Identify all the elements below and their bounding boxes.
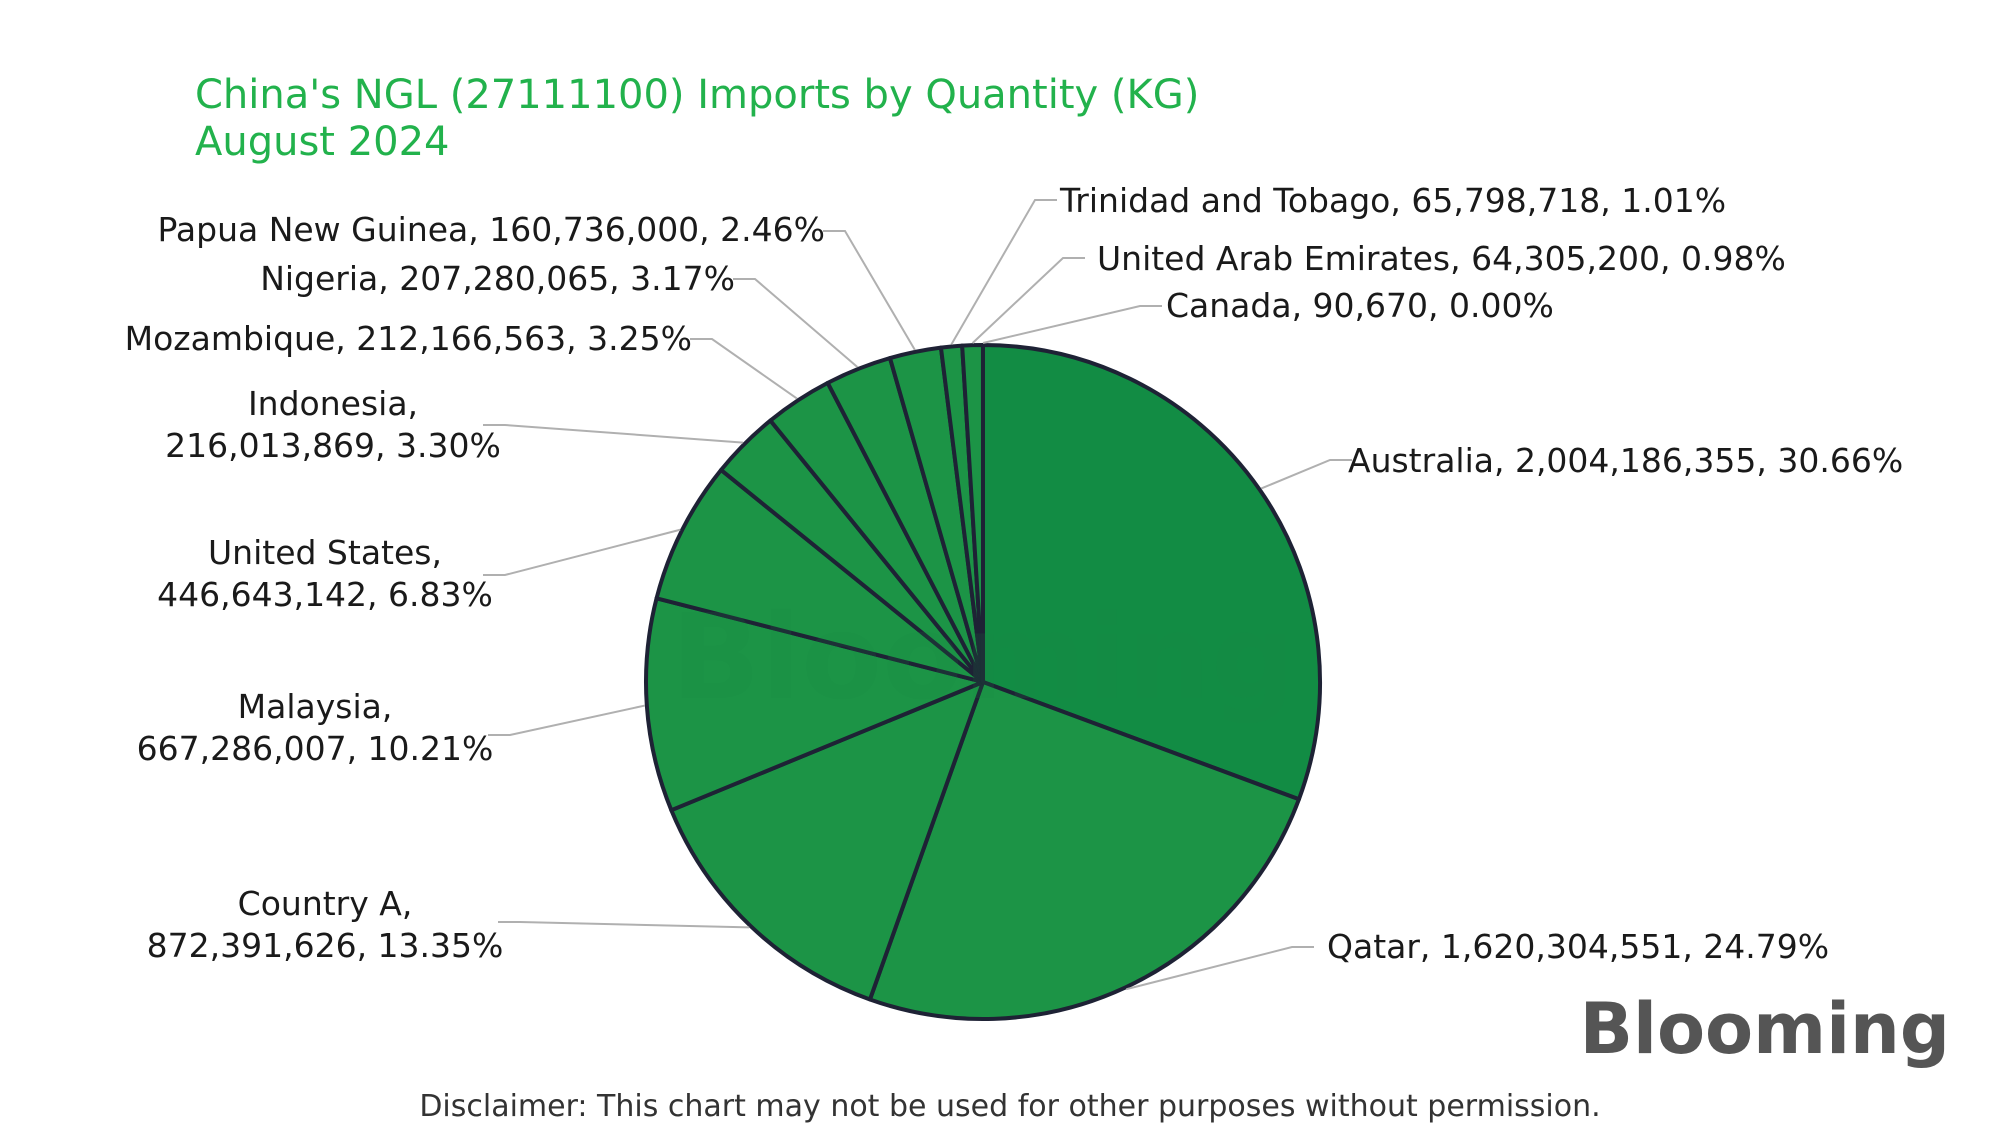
leader-nigeria xyxy=(733,278,859,368)
slice-qatar xyxy=(867,680,1301,1021)
leader-canada xyxy=(982,305,1162,344)
disclaimer: Disclaimer: This chart may not be used f… xyxy=(419,1089,1600,1124)
slice-united-states xyxy=(654,467,985,684)
label-indonesia: Indonesia, 216,013,869, 3.30% xyxy=(165,384,501,465)
leader-indonesia xyxy=(483,424,744,444)
slice-country-a xyxy=(669,680,985,1002)
pie-slices xyxy=(644,342,1323,1021)
label-united-arab-emirates: United Arab Emirates, 64,305,200, 0.98% xyxy=(1097,239,1786,278)
leader-trinidad-and-tobago xyxy=(950,199,1057,345)
label-trinidad-and-tobago: Trinidad and Tobago, 65,798,718, 1.01% xyxy=(1059,181,1726,220)
leader-australia xyxy=(1260,459,1352,490)
label-country-a: Country A, 872,391,626, 13.35% xyxy=(147,884,504,965)
slice-australia xyxy=(981,343,1323,802)
watermark: Blooming xyxy=(671,588,1295,726)
label-canada: Canada, 90,670, 0.00% xyxy=(1166,286,1554,325)
leader-united-states xyxy=(483,528,681,576)
label-qatar: Qatar, 1,620,304,551, 24.79% xyxy=(1327,927,1829,966)
label-australia: Australia, 2,004,186,355, 30.66% xyxy=(1348,441,1903,480)
logo-text: Blooming xyxy=(1580,988,1950,1070)
leader-qatar xyxy=(1126,946,1314,991)
chart-subtitle: August 2024 xyxy=(195,119,450,165)
blooming-logo: Blooming xyxy=(1580,988,1950,1070)
label-mozambique: Mozambique, 212,166,563, 3.25% xyxy=(125,319,692,358)
leader-united-arab-emirates xyxy=(971,257,1085,344)
leader-country-a xyxy=(498,921,750,929)
leader-papua-new-guinea xyxy=(823,230,916,351)
chart-title: China's NGL (27111100) Imports by Quanti… xyxy=(195,72,1199,118)
label-malaysia: Malaysia, 667,286,007, 10.21% xyxy=(137,687,494,768)
slice-malaysia xyxy=(644,596,985,813)
leader-lines xyxy=(483,199,1352,991)
label-nigeria: Nigeria, 207,280,065, 3.17% xyxy=(260,259,735,298)
slice-labels: Australia, 2,004,186,355, 30.66% Qatar, 1… xyxy=(125,181,1904,966)
label-papua-new-guinea: Papua New Guinea, 160,736,000, 2.46% xyxy=(157,210,825,249)
leader-malaysia xyxy=(488,704,646,736)
leader-mozambique xyxy=(690,338,798,400)
label-united-states: United States, 446,643,142, 6.83% xyxy=(157,533,493,614)
